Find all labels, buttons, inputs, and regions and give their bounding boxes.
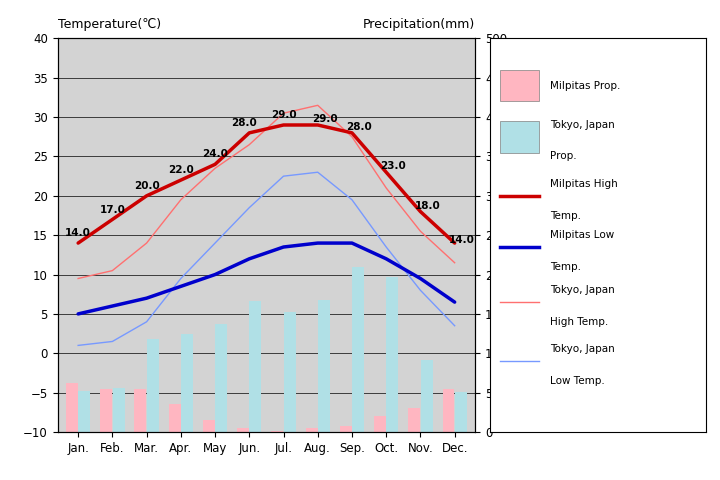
- Text: Temp.: Temp.: [550, 211, 581, 220]
- Text: Milpitas High: Milpitas High: [550, 179, 618, 189]
- Bar: [78, 391, 90, 432]
- Bar: [443, 389, 454, 432]
- Bar: [135, 389, 146, 432]
- Text: 23.0: 23.0: [380, 161, 406, 171]
- Bar: [408, 408, 420, 432]
- Text: Low Temp.: Low Temp.: [550, 376, 605, 386]
- Text: 29.0: 29.0: [312, 114, 338, 124]
- Bar: [340, 426, 352, 432]
- Bar: [181, 335, 193, 432]
- Text: 18.0: 18.0: [415, 201, 440, 211]
- Bar: [203, 420, 215, 432]
- Bar: [168, 405, 181, 432]
- Bar: [249, 300, 261, 432]
- Bar: [305, 428, 318, 432]
- Text: Precipitation(mm): Precipitation(mm): [363, 18, 475, 31]
- Text: Tokyo, Japan: Tokyo, Japan: [550, 120, 615, 130]
- Text: Temp.: Temp.: [550, 262, 581, 272]
- Text: 14.0: 14.0: [449, 235, 474, 245]
- Bar: [284, 312, 296, 432]
- Text: 14.0: 14.0: [66, 228, 91, 238]
- Bar: [66, 383, 78, 432]
- Bar: [112, 388, 125, 432]
- Text: Tokyo, Japan: Tokyo, Japan: [550, 344, 615, 354]
- Text: High Temp.: High Temp.: [550, 317, 608, 327]
- Text: 29.0: 29.0: [271, 110, 297, 120]
- Bar: [237, 428, 249, 432]
- Text: 17.0: 17.0: [99, 204, 125, 215]
- Text: 20.0: 20.0: [134, 181, 159, 191]
- Bar: [215, 324, 228, 432]
- Text: Prop.: Prop.: [550, 152, 577, 161]
- Text: 24.0: 24.0: [202, 149, 228, 159]
- Text: 28.0: 28.0: [231, 118, 256, 128]
- Bar: [420, 360, 433, 432]
- Text: Temperature(℃): Temperature(℃): [58, 18, 161, 31]
- Text: 28.0: 28.0: [346, 122, 372, 132]
- Text: Tokyo, Japan: Tokyo, Japan: [550, 285, 615, 295]
- FancyBboxPatch shape: [500, 70, 539, 101]
- Bar: [147, 339, 158, 432]
- Bar: [100, 389, 112, 432]
- Bar: [318, 300, 330, 432]
- Text: Milpitas Low: Milpitas Low: [550, 230, 614, 240]
- Bar: [374, 416, 386, 432]
- Bar: [387, 277, 398, 432]
- FancyBboxPatch shape: [500, 121, 539, 153]
- Text: 22.0: 22.0: [168, 165, 194, 175]
- Bar: [271, 431, 284, 432]
- Bar: [455, 392, 467, 432]
- Text: Milpitas Prop.: Milpitas Prop.: [550, 81, 621, 91]
- Bar: [352, 267, 364, 432]
